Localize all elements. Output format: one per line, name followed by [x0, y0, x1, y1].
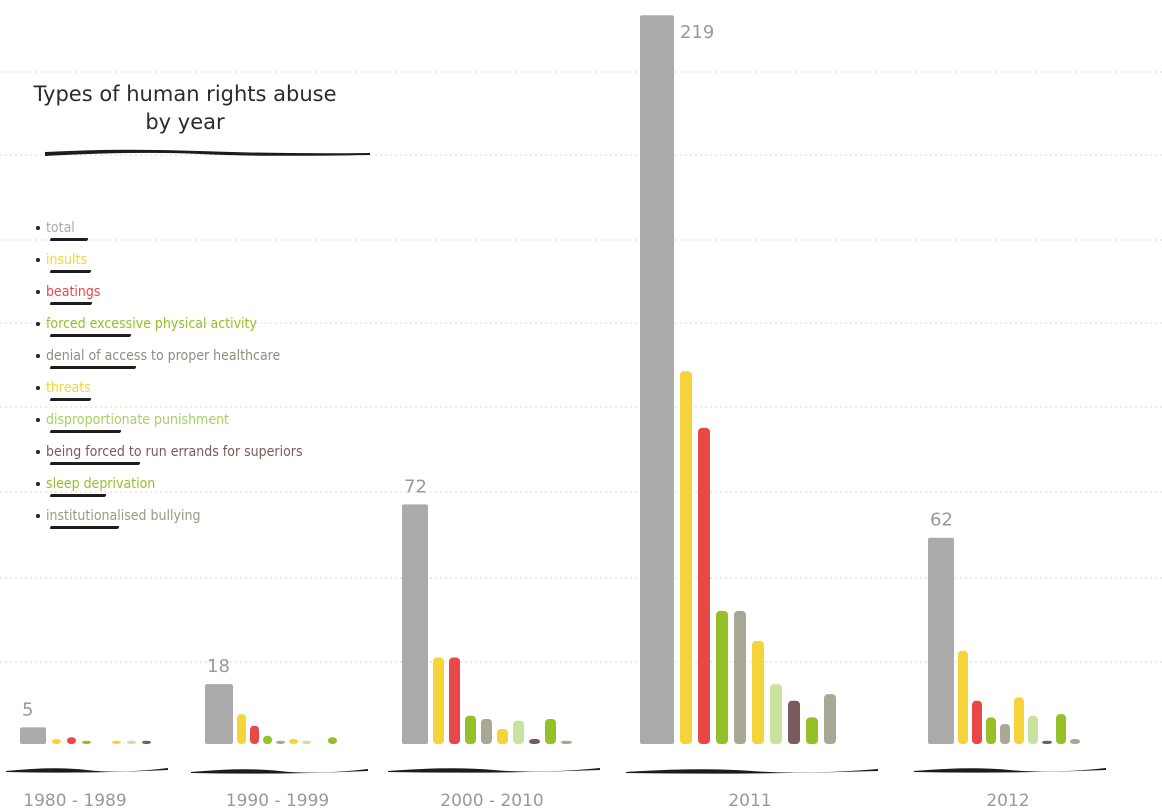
bar-insults-2: [433, 657, 444, 744]
bar-insults-0: [52, 739, 61, 744]
total-label-0: 5: [22, 699, 33, 720]
legend-underline: [49, 238, 89, 241]
legend-underline: [49, 334, 132, 337]
axis-stroke-1: [191, 769, 368, 774]
axis-stroke-3: [626, 769, 878, 774]
legend-bullet-icon: [36, 226, 40, 230]
axis-stroke-0: [6, 768, 168, 773]
bar-total-0: [20, 727, 46, 744]
category-label-2: 2000 - 2010: [440, 791, 543, 810]
bar-threats-2: [497, 729, 508, 744]
category-axis: 1980 - 1989 1990 - 1999 2000 - 2010 2011 201…: [6, 149, 1106, 810]
total-labels: 5 18 72 219 62: [22, 22, 953, 720]
legend-underline: [49, 366, 137, 369]
legend-label: sleep deprivation: [46, 476, 156, 492]
bar-sleep-deprivation-4: [1056, 714, 1066, 744]
bar-denial-of-access-to-proper-healthcare-4: [1000, 724, 1010, 744]
legend-bullet-icon: [36, 258, 40, 262]
legend-label: disproportionate punishment: [46, 412, 229, 428]
category-label-0: 1980 - 1989: [23, 791, 126, 810]
title-underline: [45, 149, 370, 156]
bar-institutionalised-bullying-3: [824, 694, 836, 744]
legend-bullet-icon: [36, 354, 40, 358]
bar-being-forced-to-run-errands-for-superiors-0: [142, 740, 151, 744]
bar-insults-3: [680, 371, 692, 744]
bar-being-forced-to-run-errands-for-superiors-3: [788, 700, 800, 744]
bar-being-forced-to-run-errands-for-superiors-4: [1042, 740, 1052, 744]
axis-stroke-4: [914, 768, 1106, 773]
legend-underline: [49, 526, 120, 529]
legend-label: forced excessive physical activity: [46, 316, 257, 332]
bar-being-forced-to-run-errands-for-superiors-2: [529, 739, 540, 744]
bar-insults-4: [958, 650, 968, 744]
bar-denial-of-access-to-proper-healthcare-2: [481, 719, 492, 744]
total-label-2: 72: [404, 476, 427, 497]
legend-bullet-icon: [36, 386, 40, 390]
legend-bullet-icon: [36, 418, 40, 422]
bar-disproportionate-punishment-4: [1028, 715, 1038, 744]
bar-beatings-2: [449, 657, 460, 744]
bar-disproportionate-punishment-1: [302, 740, 311, 744]
bar-sleep-deprivation-2: [545, 719, 556, 744]
legend-label: being forced to run errands for superior…: [46, 444, 303, 460]
category-label-3: 2011: [728, 791, 771, 810]
legend-label: denial of access to proper healthcare: [46, 348, 281, 364]
total-label-3: 219: [680, 22, 714, 43]
legend-label: total: [46, 220, 75, 236]
legend-bullet-icon: [36, 482, 40, 486]
bar-institutionalised-bullying-2: [561, 740, 572, 744]
bar-forced-excessive-physical-activity-0: [82, 740, 91, 744]
legend-underline: [49, 430, 122, 433]
legend-bullet-icon: [36, 450, 40, 454]
bar-institutionalised-bullying-4: [1070, 739, 1080, 744]
legend-bullet-icon: [36, 290, 40, 294]
bar-denial-of-access-to-proper-healthcare-1: [276, 740, 285, 744]
bar-sleep-deprivation-1: [328, 737, 337, 744]
bar-threats-1: [289, 739, 298, 744]
bar-sleep-deprivation-3: [806, 717, 818, 744]
legend-underline: [49, 302, 93, 305]
legend-label: insults: [46, 252, 88, 268]
bar-threats-4: [1014, 697, 1024, 744]
category-label-1: 1990 - 1999: [226, 791, 329, 810]
legend-label: beatings: [46, 284, 101, 300]
bar-forced-excessive-physical-activity-4: [986, 717, 996, 744]
bar-threats-3: [752, 640, 764, 744]
legend-label: threats: [46, 380, 91, 396]
legend-underline: [49, 398, 92, 401]
legend-bullet-icon: [36, 514, 40, 518]
bars: [20, 15, 1080, 745]
bar-insults-1: [237, 714, 246, 744]
axis-stroke-2: [388, 768, 600, 773]
bar-forced-excessive-physical-activity-2: [465, 715, 476, 744]
legend-underline: [49, 494, 107, 497]
bar-beatings-0: [67, 737, 76, 744]
bar-disproportionate-punishment-3: [770, 684, 782, 744]
bar-forced-excessive-physical-activity-1: [263, 735, 272, 744]
gridlines: [0, 71, 1162, 663]
bar-beatings-1: [250, 725, 259, 744]
bar-forced-excessive-physical-activity-3: [716, 610, 728, 744]
bar-total-4: [928, 537, 954, 744]
total-label-4: 62: [930, 510, 953, 531]
legend-underline: [49, 270, 92, 273]
bar-threats-0: [112, 740, 121, 744]
total-label-1: 18: [207, 656, 230, 677]
bar-beatings-3: [698, 427, 710, 744]
bar-total-1: [205, 684, 233, 744]
legend-label: institutionalised bullying: [46, 508, 201, 524]
legend-underline: [49, 462, 141, 465]
legend-bullet-icon: [36, 322, 40, 326]
bar-total-2: [402, 504, 428, 744]
bar-total-3: [640, 15, 674, 745]
bar-denial-of-access-to-proper-healthcare-3: [734, 610, 746, 744]
bar-disproportionate-punishment-0: [127, 740, 136, 744]
bar-beatings-4: [972, 700, 982, 744]
chart-title: Types of human rights abuse by year: [33, 82, 337, 134]
bar-disproportionate-punishment-2: [513, 720, 524, 744]
category-label-4: 2012: [986, 791, 1029, 810]
